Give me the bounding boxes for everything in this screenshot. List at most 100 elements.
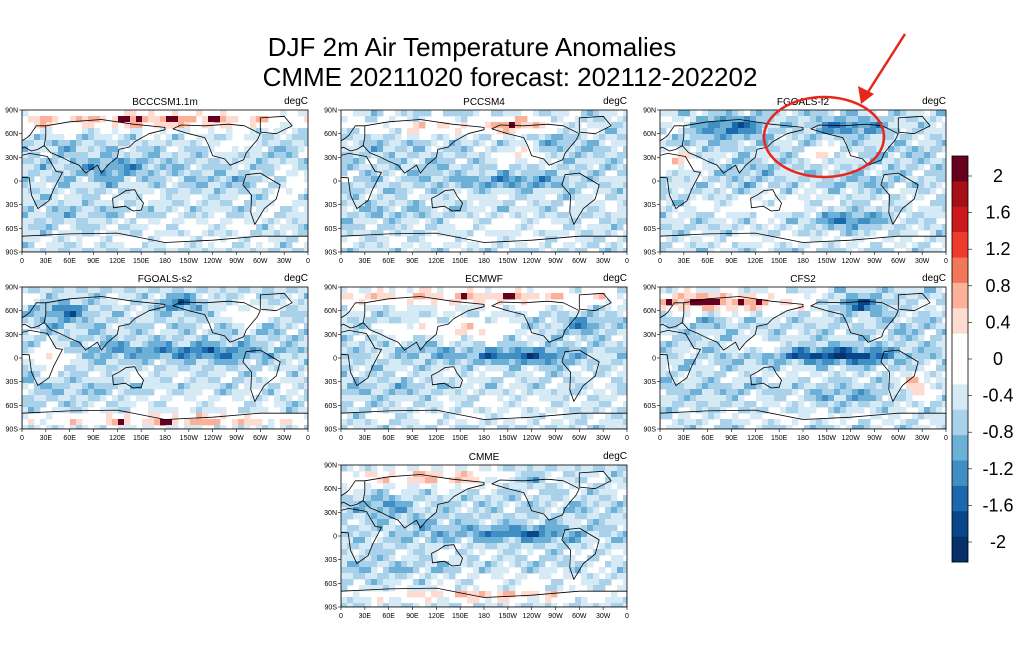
lat-tick-label: 0 bbox=[333, 179, 337, 186]
lon-tick-label: 0 bbox=[339, 435, 343, 442]
panel-unit: degC bbox=[603, 96, 627, 107]
panel-unit: degC bbox=[922, 273, 946, 284]
lat-tick-label: 0 bbox=[333, 356, 337, 363]
colorbar-swatch bbox=[952, 333, 968, 360]
lon-tick-label: 150W bbox=[180, 258, 199, 265]
lat-tick-label: 0 bbox=[652, 179, 656, 186]
lon-tick-label: 60W bbox=[891, 258, 906, 265]
lon-tick-label: 30W bbox=[596, 258, 611, 265]
lon-tick-label: 120E bbox=[428, 258, 445, 265]
lat-tick-label: 30N bbox=[5, 332, 18, 339]
highlight-arrow-shaft bbox=[866, 33, 907, 93]
lat-tick-label: 90S bbox=[6, 250, 19, 257]
colorbar-label: 1.2 bbox=[985, 239, 1010, 259]
figure-title-line-1: DJF 2m Air Temperature Anomalies bbox=[268, 32, 676, 62]
lon-tick-label: 90W bbox=[867, 435, 882, 442]
lat-tick-label: 60N bbox=[643, 131, 656, 138]
highlight-arrow-head bbox=[858, 86, 874, 104]
lon-tick-label: 60E bbox=[63, 258, 76, 265]
panel-unit: degC bbox=[922, 96, 946, 107]
lon-tick-label: 120W bbox=[204, 258, 223, 265]
colorbar-swatch bbox=[952, 181, 968, 208]
lon-tick-label: 30W bbox=[596, 435, 611, 442]
lon-tick-label: 90W bbox=[548, 613, 563, 620]
lat-tick-label: 90S bbox=[644, 427, 657, 434]
lon-tick-label: 120E bbox=[109, 435, 126, 442]
lat-tick-label: 30S bbox=[325, 379, 338, 386]
lon-tick-label: 90W bbox=[548, 258, 563, 265]
figure-title-line-2: CMME 20211020 forecast: 202112-202202 bbox=[263, 62, 758, 92]
lat-tick-label: 30N bbox=[324, 155, 337, 162]
lon-tick-label: 90E bbox=[725, 435, 738, 442]
lon-tick-label: 60E bbox=[701, 258, 714, 265]
lon-tick-label: 120E bbox=[747, 258, 764, 265]
colorbar-swatch bbox=[952, 257, 968, 284]
panel-unit: degC bbox=[284, 96, 308, 107]
lon-tick-label: 150W bbox=[499, 258, 518, 265]
lat-tick-label: 60S bbox=[325, 581, 338, 588]
anomaly-field bbox=[341, 465, 627, 607]
anomaly-field bbox=[22, 110, 308, 252]
lon-tick-label: 120E bbox=[109, 258, 126, 265]
lon-tick-label: 120E bbox=[428, 613, 445, 620]
panel-unit: degC bbox=[284, 273, 308, 284]
lon-tick-label: 120W bbox=[842, 258, 861, 265]
colorbar: 2 1.6 1.2 0.8 0.4 0 -0.4 -0.8 -1.2 -1.6 -2 bbox=[951, 155, 1014, 563]
lat-tick-label: 0 bbox=[652, 356, 656, 363]
lat-tick-label: 90S bbox=[6, 427, 19, 434]
lon-tick-label: 150E bbox=[452, 435, 469, 442]
lon-tick-label: 120W bbox=[523, 258, 542, 265]
lon-tick-label: 0 bbox=[20, 435, 24, 442]
lon-tick-label: 30W bbox=[596, 613, 611, 620]
lat-tick-label: 90N bbox=[5, 108, 18, 115]
coastlines bbox=[660, 115, 946, 252]
lat-tick-label: 60N bbox=[324, 308, 337, 315]
anomaly-field bbox=[660, 287, 946, 429]
colorbar-swatch bbox=[952, 485, 968, 512]
lon-tick-label: 60W bbox=[572, 613, 587, 620]
lat-tick-label: 30N bbox=[643, 155, 656, 162]
colorbar-swatch bbox=[952, 435, 968, 461]
lon-tick-label: 60W bbox=[572, 258, 587, 265]
lon-tick-label: 30W bbox=[277, 435, 292, 442]
colorbar-swatch bbox=[952, 511, 968, 537]
lon-tick-label: 120W bbox=[204, 435, 223, 442]
lon-tick-label: 30E bbox=[359, 435, 372, 442]
panel-unit: degC bbox=[603, 451, 627, 462]
lon-tick-label: 90E bbox=[406, 258, 419, 265]
lon-tick-label: 90W bbox=[867, 258, 882, 265]
lat-tick-label: 90S bbox=[644, 250, 657, 257]
lon-tick-label: 180 bbox=[478, 258, 490, 265]
lon-tick-label: 0 bbox=[625, 258, 629, 265]
lon-tick-label: 60E bbox=[701, 435, 714, 442]
lat-tick-label: 60S bbox=[6, 226, 19, 233]
lon-tick-label: 90E bbox=[87, 435, 100, 442]
lon-tick-label: 150W bbox=[499, 435, 518, 442]
lon-tick-label: 180 bbox=[159, 258, 171, 265]
colorbar-swatch bbox=[952, 384, 968, 411]
lat-tick-label: 60N bbox=[5, 131, 18, 138]
colorbar-swatch bbox=[952, 156, 968, 182]
lon-tick-label: 90W bbox=[229, 435, 244, 442]
colorbar-swatch bbox=[952, 282, 968, 309]
anomaly-field bbox=[22, 287, 308, 429]
lat-tick-label: 90N bbox=[324, 108, 337, 115]
lon-tick-label: 30W bbox=[915, 258, 930, 265]
lat-tick-label: 60N bbox=[5, 308, 18, 315]
lon-tick-label: 90E bbox=[406, 613, 419, 620]
lon-tick-label: 90W bbox=[548, 435, 563, 442]
highlight-annotation bbox=[762, 33, 907, 179]
lon-tick-label: 180 bbox=[159, 435, 171, 442]
lat-tick-label: 30S bbox=[325, 557, 338, 564]
panel-title: ECMWF bbox=[465, 274, 503, 285]
lon-tick-label: 30W bbox=[277, 258, 292, 265]
lon-tick-label: 120E bbox=[747, 435, 764, 442]
lat-tick-label: 60S bbox=[325, 403, 338, 410]
panel-title: PCCSM4 bbox=[463, 97, 505, 108]
coastlines bbox=[341, 115, 627, 252]
coastlines bbox=[22, 115, 308, 252]
colorbar-swatch bbox=[952, 409, 968, 436]
lat-tick-label: 30N bbox=[5, 155, 18, 162]
